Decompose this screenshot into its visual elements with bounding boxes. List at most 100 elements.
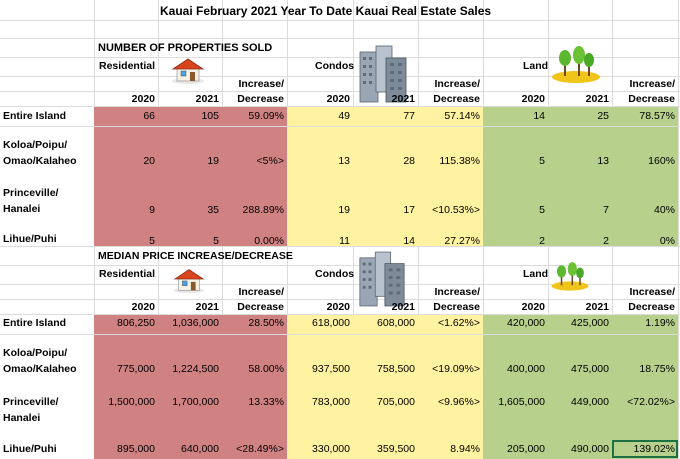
median-cell[interactable]: 783,000 (312, 395, 350, 408)
median-cell[interactable]: <72.02%> (627, 395, 675, 408)
condos-median-block (287, 314, 483, 459)
median-cell[interactable]: 937,500 (312, 362, 350, 375)
median-row-label-2: Omao/Kalaheo (3, 362, 77, 375)
sold-cell[interactable]: 11 (339, 234, 350, 247)
sold-cell[interactable]: 115.38% (439, 154, 480, 167)
median-cell[interactable]: 8.94% (450, 442, 480, 455)
median-con-inc-label: Increase/ (434, 285, 480, 298)
median-cell[interactable]: 58.00% (248, 362, 284, 375)
median-land-label: Land (523, 267, 549, 280)
sold-cell[interactable]: 7 (603, 203, 609, 216)
median-cell[interactable]: 1,224,500 (172, 362, 219, 375)
sold-cell[interactable]: 19 (338, 203, 350, 216)
trees-land-icon (551, 262, 589, 291)
median-cell[interactable]: 1,605,000 (498, 395, 545, 408)
median-cell[interactable]: 806,250 (117, 316, 155, 329)
median-cell[interactable]: 13.33% (248, 395, 284, 408)
sold-cell[interactable]: 49 (338, 109, 350, 122)
median-con-2020-header: 2020 (326, 300, 350, 313)
median-cell[interactable]: 449,000 (571, 395, 609, 408)
median-cell[interactable]: 1.19% (645, 316, 675, 329)
median-heading: MEDIAN PRICE INCREASE/DECREASE (98, 250, 293, 263)
trees-land-icon (552, 46, 600, 83)
median-land-2020-header: 2020 (521, 300, 545, 313)
sold-cell[interactable]: 5 (539, 203, 545, 216)
sold-cell[interactable]: 40% (653, 203, 675, 216)
sold-cell[interactable]: 66 (143, 109, 155, 122)
residential-sold-block (94, 106, 287, 246)
sold-cell[interactable]: 57.14% (444, 109, 480, 122)
median-row-label: Lihue/Puhi (3, 442, 57, 455)
median-cell[interactable]: 420,000 (507, 316, 545, 329)
sold-cell[interactable]: 35 (207, 203, 219, 216)
sold-row-label: Koloa/Poipu/ (3, 138, 68, 151)
sold-cell[interactable]: <5%> (256, 154, 284, 167)
sold-cell[interactable]: 19 (207, 154, 219, 167)
sold-cell[interactable]: 9 (149, 203, 155, 216)
selected-cell[interactable]: 139.02% (612, 440, 678, 458)
median-cell[interactable]: 1,500,000 (108, 395, 155, 408)
median-cell[interactable]: 18.75% (639, 362, 675, 375)
sold-con-2020-header: 2020 (326, 92, 350, 105)
sold-row-label: Entire Island (3, 109, 67, 122)
median-cell[interactable]: 359,500 (377, 442, 415, 455)
sold-cell[interactable]: 20 (143, 154, 155, 167)
median-cell[interactable]: 640,000 (181, 442, 219, 455)
sold-cell[interactable]: 78.57% (639, 109, 675, 122)
sold-cell[interactable]: <10.53%> (432, 203, 480, 216)
median-cell[interactable]: 618,000 (312, 316, 350, 329)
sold-cell[interactable]: 5 (539, 154, 545, 167)
median-cell[interactable]: 758,500 (377, 362, 415, 375)
sold-cell[interactable]: 28 (403, 154, 415, 167)
median-land-dec-header: Decrease (628, 300, 675, 313)
median-cell[interactable]: 475,000 (571, 362, 609, 375)
median-cell[interactable]: 1,036,000 (172, 316, 219, 329)
median-cell[interactable]: 425,000 (571, 316, 609, 329)
sold-cell[interactable]: 14 (403, 234, 415, 247)
sold-cell[interactable]: 0% (659, 234, 675, 247)
sold-cell[interactable]: 13 (338, 154, 350, 167)
sold-cell[interactable]: 0.00% (254, 234, 284, 247)
median-row-label: Princeville/ (3, 395, 59, 408)
sold-row-label: Princeville/ (3, 186, 59, 199)
median-cell[interactable]: 205,000 (507, 442, 545, 455)
sold-cell[interactable]: 160% (648, 154, 675, 167)
median-cell[interactable]: 608,000 (377, 316, 415, 329)
sold-land-inc-label: Increase/ (629, 77, 675, 90)
median-cell[interactable]: 490,000 (571, 442, 609, 455)
sold-cell[interactable]: 25 (597, 109, 609, 122)
sold-cell[interactable]: 14 (533, 109, 545, 122)
sold-cell[interactable]: 27.27% (444, 234, 480, 247)
median-cell[interactable]: <1.62%> (437, 316, 480, 329)
sold-cell[interactable]: 2 (603, 234, 609, 247)
median-cell[interactable]: 330,000 (312, 442, 350, 455)
median-cell[interactable]: 895,000 (117, 442, 155, 455)
median-res-2021-header: 2021 (195, 300, 219, 313)
sold-con-inc-label: Increase/ (434, 77, 480, 90)
median-cell[interactable]: 28.50% (248, 316, 284, 329)
sold-cell[interactable]: 59.09% (248, 109, 284, 122)
median-res-2020-header: 2020 (131, 300, 155, 313)
residential-median-block (94, 314, 287, 459)
sold-cell[interactable]: 77 (403, 109, 415, 122)
median-cell[interactable]: <19.09%> (432, 362, 480, 375)
sold-cell[interactable]: 17 (403, 203, 415, 216)
median-condos-label: Condos (315, 267, 355, 280)
median-cell[interactable]: <28.49%> (236, 442, 284, 455)
median-land-2021-header: 2021 (585, 300, 609, 313)
sold-residential-label: Residential (99, 59, 156, 72)
median-cell[interactable]: 1,700,000 (172, 395, 219, 408)
sold-row-label-2: Omao/Kalaheo (3, 154, 77, 167)
sold-cell[interactable]: 13 (597, 154, 609, 167)
sold-land-2020-header: 2020 (521, 92, 545, 105)
median-cell[interactable]: 705,000 (377, 395, 415, 408)
sold-row-label-2: Hanalei (3, 202, 41, 215)
sold-cell[interactable]: 5 (149, 234, 155, 247)
sold-cell[interactable]: 288.89% (242, 203, 284, 216)
sold-cell[interactable]: 5 (213, 234, 219, 247)
sold-cell[interactable]: 105 (201, 109, 219, 122)
median-cell[interactable]: <9.96%> (437, 395, 480, 408)
median-cell[interactable]: 400,000 (507, 362, 545, 375)
median-cell[interactable]: 775,000 (117, 362, 155, 375)
sold-cell[interactable]: 2 (539, 234, 545, 247)
